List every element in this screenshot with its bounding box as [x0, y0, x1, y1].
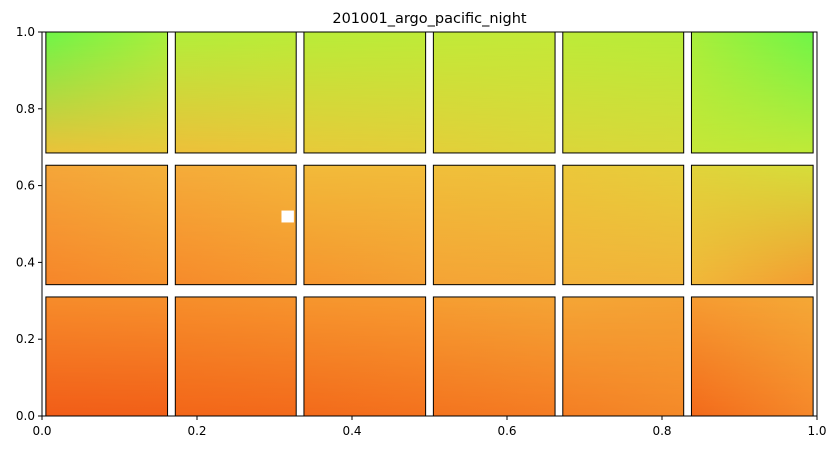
- y-tick-label: 0.2: [16, 332, 35, 346]
- heatmap-panel-r2-c1: [174, 296, 297, 417]
- heatmap-panel-r1-c4: [562, 164, 685, 286]
- y-axis: 0.0 0.2 0.4 0.6 0.8 1.0: [16, 25, 42, 423]
- heatmap-panel-r0-c3: [432, 31, 556, 154]
- chart-title: 201001_argo_pacific_night: [332, 11, 527, 27]
- missing-cell: [281, 210, 294, 223]
- heatmap-panel-r1-c3: [432, 164, 556, 286]
- heatmap-panels: [45, 31, 814, 417]
- y-tick-label: 0.6: [16, 179, 35, 193]
- x-tick-label: 0.8: [652, 424, 671, 438]
- x-tick-label: 0.0: [32, 424, 51, 438]
- x-tick-label: 1.0: [807, 424, 826, 438]
- heatmap-panel-r0-c5: [690, 31, 814, 154]
- heatmap-panel-r2-c3: [432, 296, 556, 417]
- x-tick-label: 0.6: [497, 424, 516, 438]
- heatmap-panel-r1-c1: [174, 164, 297, 286]
- heatmap-panel-r2-c2: [303, 296, 427, 417]
- y-tick-label: 0.0: [16, 409, 35, 423]
- heatmap-panel-r2-c0: [45, 296, 169, 417]
- x-axis: 0.0 0.2 0.4 0.6 0.8 1.0: [32, 416, 827, 438]
- heatmap-panel-r1-c0: [45, 164, 169, 286]
- heatmap-panel-r0-c2: [303, 31, 427, 154]
- axes-frame: [41, 31, 818, 417]
- x-tick-label: 0.2: [187, 424, 206, 438]
- heatmap-panel-r1-c5: [690, 164, 814, 286]
- heatmap-panel-r0-c0: [45, 31, 169, 154]
- x-tick-label: 0.4: [342, 424, 361, 438]
- y-tick-label: 0.4: [16, 255, 35, 269]
- heatmap-panel-r2-c4: [562, 296, 685, 417]
- heatmap-panel-r1-c2: [303, 164, 427, 286]
- missing-cells: [281, 210, 294, 223]
- heatmap-panel-r0-c4: [562, 31, 685, 154]
- y-tick-label: 0.8: [16, 102, 35, 116]
- heatmap-panel-r0-c1: [174, 31, 297, 154]
- heatmap-panel-r2-c5: [690, 296, 814, 417]
- y-tick-label: 1.0: [16, 25, 35, 39]
